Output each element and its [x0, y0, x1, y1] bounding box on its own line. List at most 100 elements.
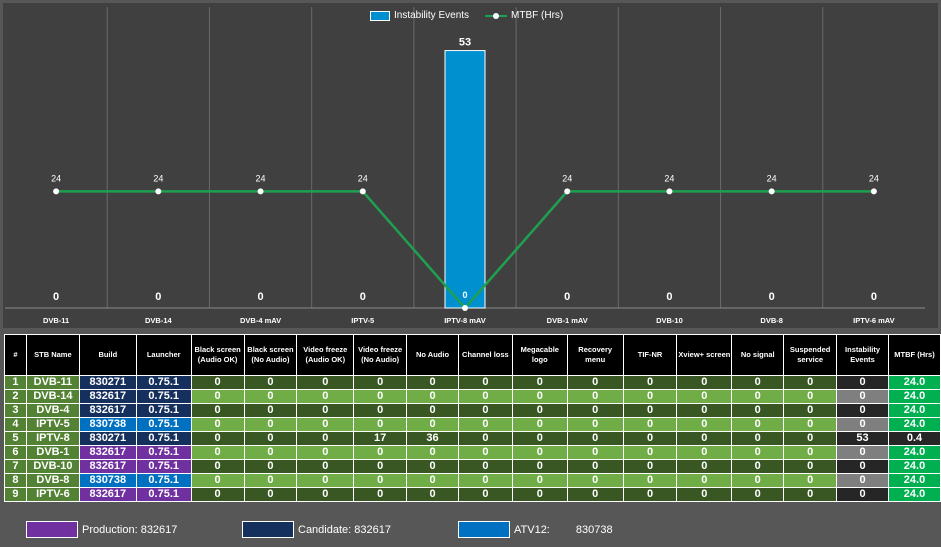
- metric-cell: 0: [406, 487, 459, 502]
- launcher-cell: 0.75.1: [135, 403, 192, 418]
- metric-cell: 0: [676, 389, 733, 404]
- row-number: 8: [4, 473, 27, 488]
- metric-cell: 0: [190, 445, 245, 460]
- metric-cell: 0: [731, 417, 785, 432]
- metric-cell: 0: [353, 487, 408, 502]
- category-label: DVB-11: [43, 316, 69, 325]
- metric-cell: 0: [566, 473, 624, 488]
- production-swatch: [26, 521, 78, 538]
- column-header: Suspended service: [783, 334, 838, 376]
- category-label: DVB-8: [760, 316, 783, 325]
- metric-cell: 0: [190, 473, 245, 488]
- metric-cell: 0: [296, 403, 355, 418]
- table-row: 2 DVB-14 832617 0.75.1 0 0 0 0 0 0 0 0 0 0 0 0 0 24.0: [4, 389, 941, 404]
- metric-cell: 0: [731, 445, 785, 460]
- row-number: 6: [4, 445, 27, 460]
- row-number: 1: [4, 375, 27, 390]
- bar-value-label: 0: [257, 291, 263, 303]
- column-header: Recovery menu: [566, 334, 624, 376]
- metric-cell: 0: [457, 389, 513, 404]
- launcher-cell: 0.75.1: [135, 473, 192, 488]
- stb-name-cell: DVB-8: [25, 473, 80, 488]
- mtbf-chart: 0 0 0 0 53 0 0 0 0 24 24 24 24 0 24 24 24 24 DVB-11 DVB-14 D…: [5, 7, 925, 325]
- build-cell: 830738: [78, 473, 137, 488]
- metric-cell: 0: [406, 403, 459, 418]
- metric-cell: 0: [731, 459, 785, 474]
- atv-value: 830738: [575, 523, 613, 536]
- category-label: IPTV-8 mAV: [444, 316, 486, 325]
- mtbf-point: [359, 188, 366, 195]
- metric-cell: 0: [511, 487, 568, 502]
- row-number: 5: [4, 431, 27, 446]
- metric-cell: 0: [190, 403, 245, 418]
- metric-cell: 0: [783, 445, 838, 460]
- table-row: 4 IPTV-5 830738 0.75.1 0 0 0 0 0 0 0 0 0 0 0 0 0 24.0: [4, 417, 941, 432]
- metric-cell: 0: [566, 389, 624, 404]
- metric-cell: 0: [622, 487, 678, 502]
- metric-cell: 0: [243, 459, 298, 474]
- metric-cell: 0: [243, 473, 298, 488]
- metric-cell: 0: [457, 473, 513, 488]
- launcher-cell: 0.75.1: [135, 459, 192, 474]
- stb-table: # STB Name Build Launcher Black screen (Audi…: [4, 334, 941, 502]
- metric-cell: 0: [243, 431, 298, 446]
- stb-name-cell: IPTV-8: [25, 431, 80, 446]
- mtbf-cell: 24.0: [888, 445, 941, 460]
- metric-cell: 0: [783, 389, 838, 404]
- metric-cell: 0: [296, 431, 355, 446]
- column-header: Xview+ screen: [676, 334, 733, 376]
- metric-cell: 0: [731, 487, 785, 502]
- row-number: 2: [4, 389, 27, 404]
- table-header-row: # STB Name Build Launcher Black screen (Audi…: [4, 334, 941, 376]
- table-row: 7 DVB-10 832617 0.75.1 0 0 0 0 0 0 0 0 0 0 0 0 0 24.0: [4, 459, 941, 474]
- stb-name-cell: DVB-11: [25, 375, 80, 390]
- category-label: DVB-4 mAV: [240, 316, 281, 325]
- mtbf-value-label: 24: [358, 173, 368, 183]
- metric-cell: 0: [457, 431, 513, 446]
- metric-cell: 0: [406, 417, 459, 432]
- mtbf-value-label: 24: [153, 173, 163, 183]
- metric-cell: 0: [511, 375, 568, 390]
- instability-cell: 0: [836, 473, 890, 488]
- metric-cell: 0: [190, 389, 245, 404]
- legend-mtbf: MTBF (Hrs): [485, 10, 563, 21]
- metric-cell: 0: [457, 487, 513, 502]
- category-label: IPTV-5: [351, 316, 374, 325]
- metric-cell: 0: [353, 445, 408, 460]
- legend-production: Production: 832617: [26, 521, 177, 538]
- mtbf-cell: 24.0: [888, 375, 941, 390]
- metric-cell: 0: [353, 403, 408, 418]
- metric-cell: 0: [457, 375, 513, 390]
- metric-cell: 0: [566, 459, 624, 474]
- launcher-cell: 0.75.1: [135, 389, 192, 404]
- legend-instability: Instability Events: [370, 10, 469, 21]
- column-header: Instability Events: [836, 334, 890, 376]
- build-cell: 832617: [78, 445, 137, 460]
- metric-cell: 0: [406, 389, 459, 404]
- candidate-swatch: [242, 521, 294, 538]
- instability-cell: 0: [836, 445, 890, 460]
- build-cell: 830271: [78, 375, 137, 390]
- metric-cell: 0: [676, 417, 733, 432]
- instability-cell: 0: [836, 389, 890, 404]
- category-label: DVB-14: [145, 316, 173, 325]
- row-number: 3: [4, 403, 27, 418]
- column-header: Channel loss: [457, 334, 513, 376]
- metric-cell: 0: [406, 473, 459, 488]
- metric-cell: 0: [783, 487, 838, 502]
- metric-cell: 0: [566, 487, 624, 502]
- column-header: TIF-NR: [622, 334, 678, 376]
- build-cell: 830271: [78, 431, 137, 446]
- instability-cell: 0: [836, 375, 890, 390]
- metric-cell: 0: [353, 417, 408, 432]
- stb-name-cell: DVB-1: [25, 445, 80, 460]
- mtbf-value-label: 24: [664, 173, 674, 183]
- launcher-cell: 0.75.1: [135, 417, 192, 432]
- metric-cell: 0: [353, 473, 408, 488]
- column-header: Launcher: [135, 334, 192, 376]
- metric-cell: 0: [731, 389, 785, 404]
- mtbf-point: [666, 188, 673, 195]
- metric-cell: 0: [566, 403, 624, 418]
- metric-cell: 36: [406, 431, 459, 446]
- launcher-cell: 0.75.1: [135, 445, 192, 460]
